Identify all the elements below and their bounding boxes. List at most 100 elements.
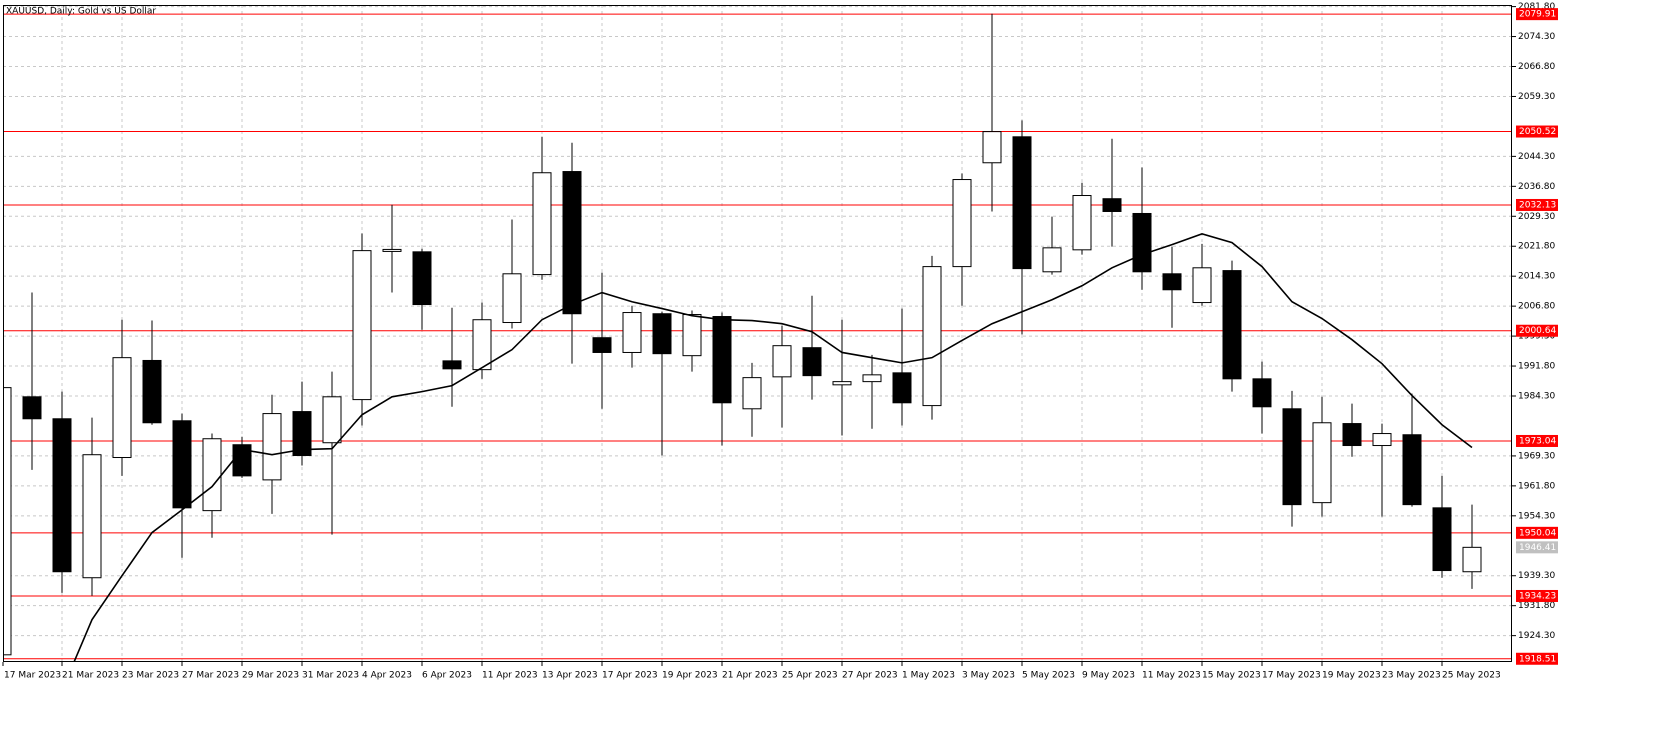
chart-title: XAUUSD, Daily: Gold vs US Dollar xyxy=(6,7,156,17)
x-tick-label: 11 May 2023 xyxy=(1142,671,1201,681)
level-label: 2050.52 xyxy=(1519,127,1556,137)
candle-body xyxy=(772,345,792,378)
level-label-box xyxy=(1516,125,1558,138)
plot-frame xyxy=(3,5,1512,662)
level-label: 2079.91 xyxy=(1519,10,1556,20)
x-tick-label: 31 Mar 2023 xyxy=(302,671,359,681)
x-tick-label: 6 Apr 2023 xyxy=(422,671,472,681)
candle-body xyxy=(1432,507,1452,572)
current-price-label: 1946.41 xyxy=(1519,543,1556,553)
y-tick-label: 1961.80 xyxy=(1518,481,1555,491)
candle-body xyxy=(22,396,42,420)
candle-body xyxy=(1222,270,1242,380)
candle-body xyxy=(82,454,102,579)
x-tick-label: 9 May 2023 xyxy=(1082,671,1135,681)
x-tick-label: 29 Mar 2023 xyxy=(242,671,299,681)
y-tick-label: 2081.80 xyxy=(1518,2,1555,12)
x-tick-label: 1 May 2023 xyxy=(902,671,955,681)
x-tick-label: 3 May 2023 xyxy=(962,671,1015,681)
candle-body xyxy=(322,396,342,444)
y-tick-label: 2021.80 xyxy=(1518,242,1555,252)
candle-body xyxy=(3,387,12,656)
candle-body xyxy=(1402,434,1422,506)
candle-body xyxy=(1372,433,1392,447)
level-label-box xyxy=(1516,652,1558,665)
x-tick-label: 13 Apr 2023 xyxy=(542,671,598,681)
candle-body xyxy=(1072,195,1092,251)
x-tick-label: 17 Apr 2023 xyxy=(602,671,658,681)
y-tick-label: 1984.30 xyxy=(1518,392,1555,402)
level-label-box xyxy=(1516,589,1558,602)
candle-body xyxy=(112,357,132,459)
x-tick-label: 23 May 2023 xyxy=(1382,671,1441,681)
candle-body xyxy=(1342,423,1362,447)
level-label: 1918.51 xyxy=(1519,654,1556,664)
y-tick-label: 2036.80 xyxy=(1518,182,1555,192)
y-tick-label: 2044.30 xyxy=(1518,152,1555,162)
candle-body xyxy=(802,347,822,377)
candle-body xyxy=(1042,247,1062,273)
candle-body xyxy=(982,131,1002,164)
candle-body xyxy=(292,411,312,457)
grid xyxy=(3,5,1512,662)
candle-body xyxy=(262,413,282,481)
x-tick-label: 4 Apr 2023 xyxy=(362,671,412,681)
level-label: 2032.13 xyxy=(1519,200,1556,210)
y-tick-label: 2029.30 xyxy=(1518,212,1555,222)
y-tick-label: 1991.80 xyxy=(1518,362,1555,372)
candle-body xyxy=(202,438,222,512)
x-tick-label: 17 Mar 2023 xyxy=(4,671,61,681)
candle-body xyxy=(1192,267,1212,304)
candle-body xyxy=(622,312,642,353)
candle-body xyxy=(892,372,912,404)
level-label-box xyxy=(1516,434,1558,447)
y-tick-label: 2006.80 xyxy=(1518,302,1555,312)
y-tick-label: 2074.30 xyxy=(1518,32,1555,42)
candle-body xyxy=(532,172,552,276)
current-price-box xyxy=(1516,541,1558,554)
candle-body xyxy=(412,251,432,306)
moving-average xyxy=(73,233,1473,662)
level-label: 1950.04 xyxy=(1519,528,1556,538)
x-tick-label: 25 May 2023 xyxy=(1442,671,1501,681)
y-tick-label: 1924.30 xyxy=(1518,631,1555,641)
x-tick-label: 17 May 2023 xyxy=(1262,671,1321,681)
axes: 2081.80 2074.30 2066.80 2059.30 2044.30 2036.… xyxy=(2,2,1558,681)
candle-body xyxy=(742,377,762,410)
level-label-box xyxy=(1516,8,1558,21)
x-tick-label: 5 May 2023 xyxy=(1022,671,1075,681)
candle-body xyxy=(862,374,882,383)
y-tick-label: 2014.30 xyxy=(1518,272,1555,282)
candle-body xyxy=(1282,408,1302,506)
candle-body xyxy=(382,248,402,252)
level-label: 2000.64 xyxy=(1519,326,1556,336)
candle-body xyxy=(712,316,732,404)
candle-body xyxy=(1252,378,1272,408)
level-label: 1934.23 xyxy=(1519,591,1556,601)
y-tick-label: 1969.30 xyxy=(1518,451,1555,461)
x-tick-label: 27 Mar 2023 xyxy=(182,671,239,681)
plot-area xyxy=(3,13,1512,662)
candle-body xyxy=(502,273,522,324)
candle-body xyxy=(442,360,462,370)
candle-body xyxy=(1162,273,1182,291)
candle-body xyxy=(1462,546,1482,573)
x-tick-label: 23 Mar 2023 xyxy=(122,671,179,681)
candle-body xyxy=(352,250,372,401)
candle-body xyxy=(52,418,72,573)
x-tick-label: 25 Apr 2023 xyxy=(782,671,838,681)
candle-body xyxy=(832,381,852,386)
candle-body xyxy=(1012,136,1032,270)
candle-body xyxy=(562,171,582,315)
candle-body xyxy=(592,337,612,353)
candle-body xyxy=(1102,198,1122,212)
x-tick-label: 21 Apr 2023 xyxy=(722,671,778,681)
candle-body xyxy=(652,313,672,355)
x-tick-label: 19 May 2023 xyxy=(1322,671,1381,681)
candle-body xyxy=(1312,422,1332,504)
y-tick-label: 1939.30 xyxy=(1518,571,1555,581)
y-tick-label: 2059.30 xyxy=(1518,92,1555,102)
candle-body xyxy=(1132,212,1152,273)
